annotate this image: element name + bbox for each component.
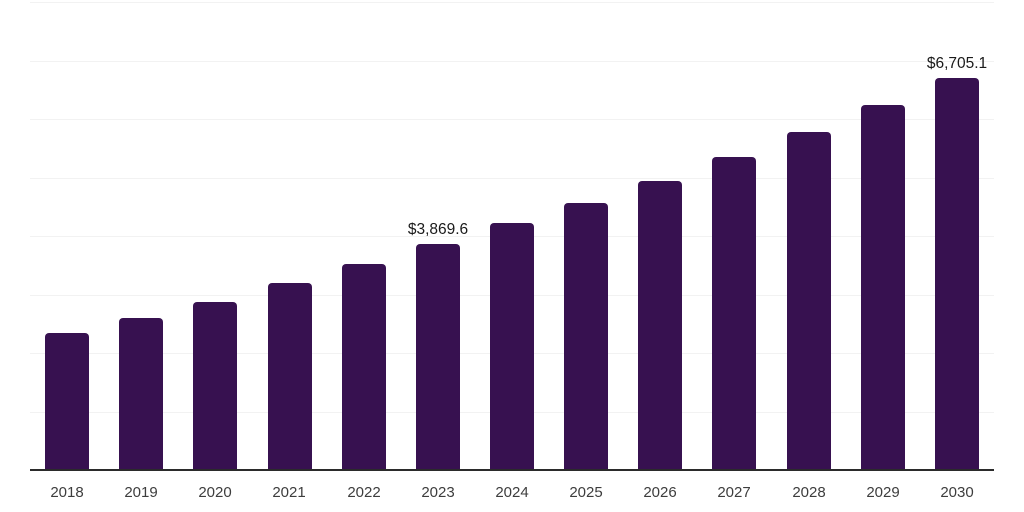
bar-2023 xyxy=(416,244,460,470)
bar-2028 xyxy=(787,132,831,470)
x-tick-label-2021: 2021 xyxy=(272,484,306,501)
x-tick-label-2024: 2024 xyxy=(495,484,529,501)
gridline-8000 xyxy=(30,2,994,3)
x-tick-label-2027: 2027 xyxy=(717,484,751,501)
x-tick-label-2018: 2018 xyxy=(50,484,84,501)
bar-2018 xyxy=(45,333,89,470)
x-tick-label-2025: 2025 xyxy=(569,484,603,501)
x-tick-label-2023: 2023 xyxy=(421,484,455,501)
bar-2026 xyxy=(638,181,682,470)
bar-2024 xyxy=(490,223,534,470)
gridline-5000 xyxy=(30,178,994,179)
x-tick-label-2020: 2020 xyxy=(198,484,232,501)
gridline-6000 xyxy=(30,119,994,120)
data-label-2023: $3,869.6 xyxy=(407,221,469,238)
x-tick-label-2030: 2030 xyxy=(940,484,974,501)
bar-2025 xyxy=(564,203,608,470)
bar-2022 xyxy=(342,264,386,470)
bar-2021 xyxy=(268,283,312,470)
data-label-2030: $6,705.1 xyxy=(926,55,988,72)
bar-2020 xyxy=(193,302,237,470)
bar-2027 xyxy=(712,157,756,470)
bar-2029 xyxy=(861,105,905,470)
x-tick-label-2022: 2022 xyxy=(347,484,381,501)
bar-2030 xyxy=(935,78,979,470)
gridline-7000 xyxy=(30,61,994,62)
x-axis-line xyxy=(30,469,994,471)
x-tick-label-2029: 2029 xyxy=(866,484,900,501)
x-tick-label-2026: 2026 xyxy=(643,484,677,501)
x-tick-label-2028: 2028 xyxy=(792,484,826,501)
x-tick-label-2019: 2019 xyxy=(124,484,158,501)
bar-2019 xyxy=(119,318,163,470)
